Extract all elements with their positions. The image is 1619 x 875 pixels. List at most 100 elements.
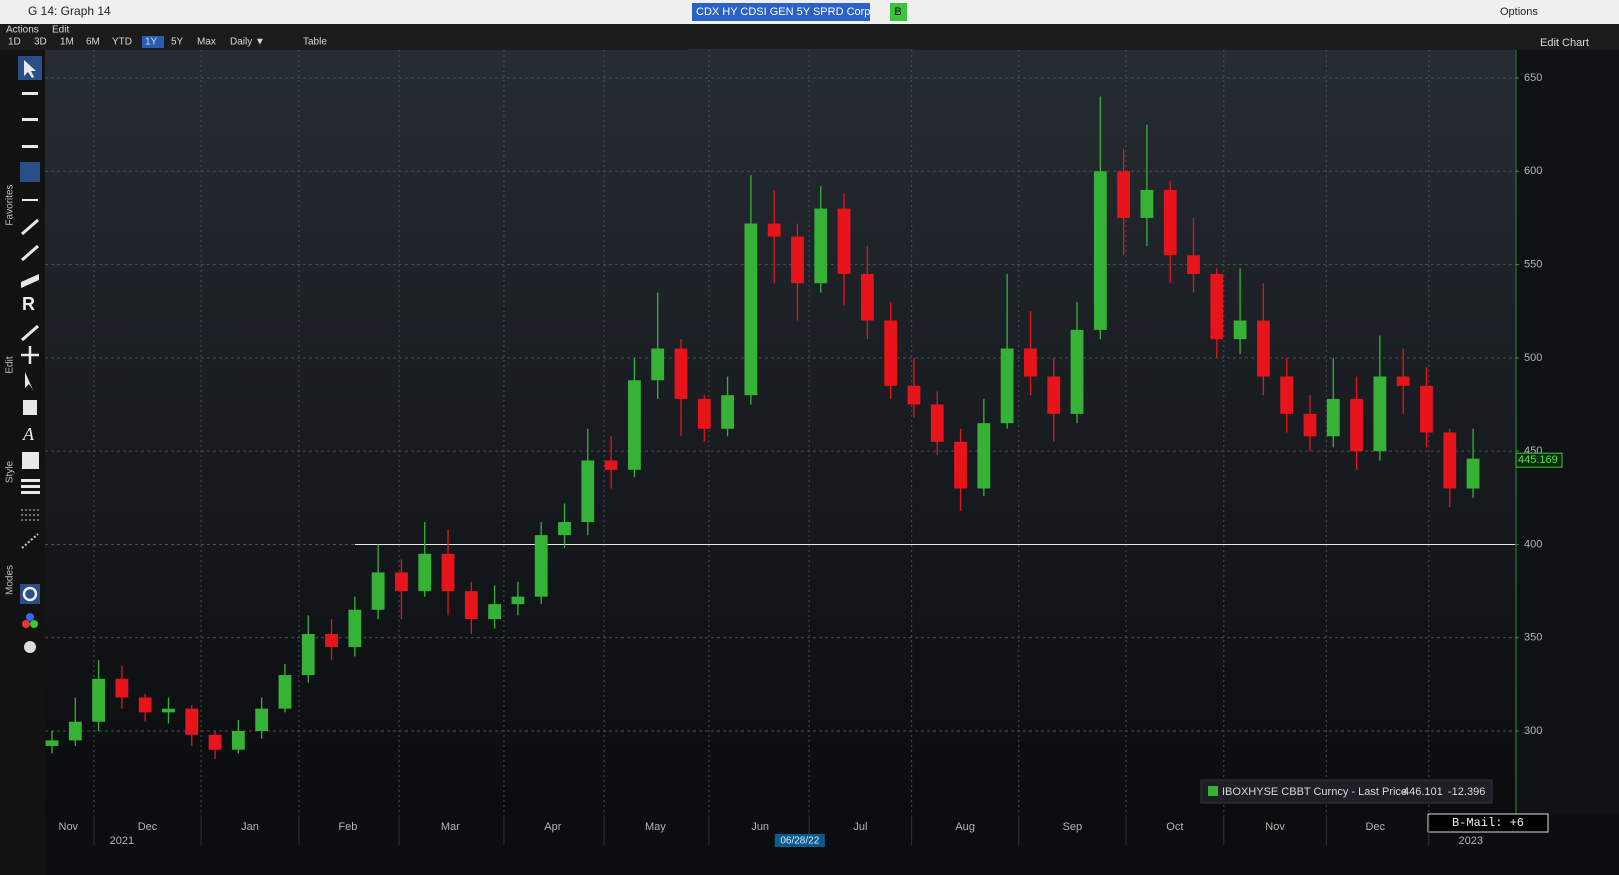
x-tick-label: Feb bbox=[338, 821, 357, 833]
candle-body bbox=[907, 385, 921, 405]
candle-body bbox=[674, 348, 688, 399]
candle-body bbox=[231, 731, 245, 750]
tool-icon[interactable] bbox=[21, 324, 39, 342]
candle-body bbox=[278, 675, 292, 709]
candle-body bbox=[68, 721, 82, 741]
period-button[interactable]: Max bbox=[197, 37, 216, 48]
tool-icon-a[interactable]: A bbox=[22, 424, 35, 444]
period-button[interactable]: Table bbox=[303, 37, 327, 48]
last-price-box bbox=[1515, 452, 1563, 468]
bmail-box[interactable] bbox=[1427, 813, 1549, 833]
options[interactable]: Options bbox=[1500, 6, 1538, 18]
candle-body bbox=[1210, 273, 1224, 340]
candle-body bbox=[162, 708, 175, 713]
candle-body bbox=[651, 348, 665, 381]
period-button[interactable]: 1D bbox=[8, 37, 21, 48]
tool-settings[interactable] bbox=[24, 641, 36, 653]
tool-icon[interactable] bbox=[21, 274, 39, 288]
candle-body bbox=[395, 572, 408, 592]
tool-icon[interactable] bbox=[21, 485, 40, 488]
y-axis-area bbox=[1515, 50, 1619, 815]
period-button[interactable]: 3D bbox=[34, 37, 47, 48]
candle-body bbox=[558, 522, 571, 536]
candle-body bbox=[1140, 189, 1154, 218]
tool-icon[interactable] bbox=[21, 509, 39, 521]
candle-body bbox=[1000, 348, 1014, 424]
menu-item[interactable]: Edit bbox=[52, 25, 69, 36]
candle-body bbox=[208, 734, 222, 750]
side-label: Edit bbox=[5, 356, 16, 373]
candle-body bbox=[1466, 458, 1480, 489]
candle-body bbox=[1420, 385, 1433, 433]
year-label: 2021 bbox=[110, 835, 134, 847]
tool-pointer[interactable] bbox=[24, 60, 36, 78]
menu-item[interactable]: Actions bbox=[6, 25, 39, 36]
tool-icon[interactable] bbox=[25, 372, 33, 390]
x-tick-label: Nov bbox=[59, 821, 79, 833]
x-tick-label: Jan bbox=[241, 821, 259, 833]
y-tick-label: 600 bbox=[1524, 165, 1542, 177]
legend-last: 446.101 bbox=[1403, 786, 1443, 798]
date-marker: 06/28/22 bbox=[780, 836, 819, 847]
tool-icon[interactable] bbox=[26, 613, 34, 621]
tool-icon[interactable] bbox=[22, 92, 38, 95]
last-price-label: 445.169 bbox=[1518, 454, 1558, 466]
candle-body bbox=[860, 273, 874, 321]
period-button[interactable]: 6M bbox=[86, 37, 100, 48]
tool-icon[interactable] bbox=[22, 586, 38, 602]
tool-icon[interactable] bbox=[22, 452, 39, 469]
candle-body bbox=[45, 740, 59, 746]
ticker[interactable]: CDX HY CDSI GEN 5Y SPRD Corp bbox=[696, 6, 870, 18]
candle-body bbox=[1233, 320, 1247, 340]
tool-icon[interactable] bbox=[21, 533, 39, 549]
candle-body bbox=[464, 591, 478, 620]
tool-icon[interactable] bbox=[21, 479, 40, 482]
tool-icon-r[interactable]: R bbox=[22, 294, 35, 314]
tool-icon[interactable] bbox=[22, 145, 38, 148]
candle-body bbox=[767, 223, 781, 237]
period-button[interactable]: Daily ▼ bbox=[230, 37, 265, 48]
side-label: Modes bbox=[5, 565, 16, 595]
candle-body bbox=[1396, 376, 1410, 386]
candle-body bbox=[1163, 189, 1177, 256]
candle-body bbox=[697, 398, 711, 429]
y-tick-label: 400 bbox=[1524, 538, 1542, 550]
candle-body bbox=[255, 708, 269, 732]
tool-icon[interactable] bbox=[22, 620, 30, 628]
x-tick-label: Aug bbox=[955, 821, 975, 833]
period-button[interactable]: 1Y bbox=[145, 37, 158, 48]
tool-icon[interactable] bbox=[30, 620, 38, 628]
tool-icon[interactable] bbox=[22, 118, 38, 121]
candle-body bbox=[488, 604, 502, 620]
candle-body bbox=[1326, 398, 1340, 437]
bmail[interactable]: B-Mail: +6 bbox=[1452, 816, 1524, 830]
tool-icon[interactable] bbox=[20, 162, 40, 182]
candle-body bbox=[511, 596, 525, 605]
legend-change: -12.396 bbox=[1448, 786, 1485, 798]
candle-body bbox=[534, 535, 548, 597]
candle-body bbox=[1303, 413, 1317, 437]
candle-body bbox=[1024, 348, 1037, 377]
ticker-button-label[interactable]: B bbox=[894, 6, 901, 18]
period-button[interactable]: 5Y bbox=[171, 37, 184, 48]
candle-body bbox=[627, 380, 641, 470]
ticker-button[interactable] bbox=[890, 3, 907, 21]
ticker-box[interactable] bbox=[692, 3, 870, 21]
x-axis-area bbox=[45, 815, 1619, 875]
tool-icon[interactable] bbox=[21, 244, 39, 262]
candle-body bbox=[604, 460, 618, 470]
tool-icon[interactable] bbox=[22, 199, 38, 201]
period-button[interactable]: YTD bbox=[112, 37, 132, 48]
x-tick-label: Nov bbox=[1265, 821, 1285, 833]
period-button[interactable]: 1M bbox=[60, 37, 74, 48]
period-active[interactable] bbox=[142, 36, 164, 48]
tool-icon[interactable] bbox=[21, 346, 39, 364]
candle-body bbox=[977, 423, 991, 489]
candle-body bbox=[371, 572, 385, 610]
year-label: 2023 bbox=[1458, 835, 1482, 847]
legend-box bbox=[1200, 779, 1493, 804]
tool-icon[interactable] bbox=[23, 400, 37, 415]
tool-icon[interactable] bbox=[21, 491, 40, 494]
tool-icon[interactable] bbox=[21, 218, 39, 236]
edit-chart[interactable]: Edit Chart bbox=[1540, 37, 1589, 49]
